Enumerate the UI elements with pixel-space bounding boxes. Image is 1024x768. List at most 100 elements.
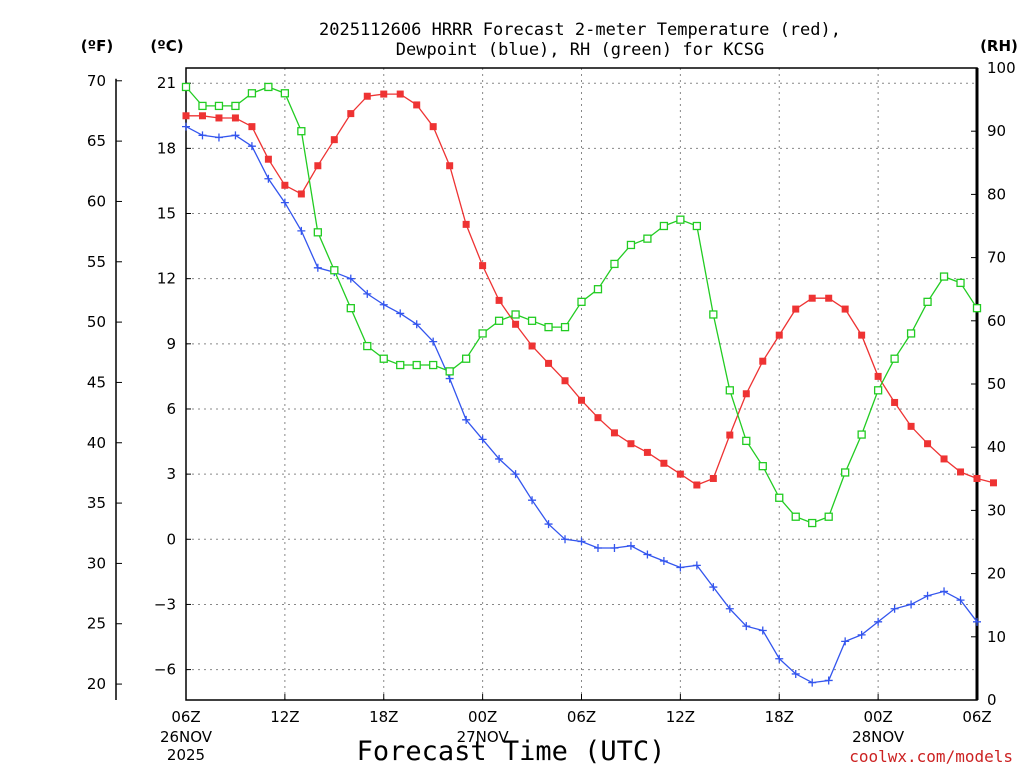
fahrenheit-tick-label: 30 bbox=[87, 554, 106, 572]
rh-tick-label: 70 bbox=[987, 249, 1006, 267]
data-point bbox=[561, 377, 569, 385]
data-point bbox=[396, 360, 405, 370]
data-point bbox=[643, 448, 651, 456]
data-point bbox=[231, 114, 239, 122]
data-point bbox=[758, 626, 767, 635]
celsius-tick-label: 6 bbox=[166, 400, 176, 418]
data-point bbox=[890, 354, 899, 363]
x-tick-label: 06Z bbox=[962, 708, 991, 726]
data-point bbox=[445, 367, 454, 376]
series-line bbox=[186, 93, 994, 486]
data-point bbox=[247, 142, 256, 151]
x-tick-label: 12Z bbox=[666, 708, 695, 726]
data-point bbox=[561, 535, 570, 544]
chart-title-line-1: 2025112606 HRRR Forecast 2-meter Tempera… bbox=[319, 20, 841, 40]
data-point bbox=[873, 386, 883, 395]
data-point bbox=[577, 537, 586, 546]
credit-text: coolwx.com/models bbox=[849, 747, 1013, 766]
data-point bbox=[940, 587, 949, 596]
celsius-unit-label: (ºC) bbox=[150, 37, 183, 55]
fahrenheit-tick-label: 25 bbox=[87, 615, 106, 633]
data-point bbox=[709, 474, 717, 482]
data-point bbox=[446, 162, 454, 170]
rh-tick-label: 60 bbox=[987, 312, 1006, 330]
data-point bbox=[858, 331, 866, 339]
rh-tick-label: 10 bbox=[987, 628, 1006, 646]
data-point bbox=[676, 215, 685, 224]
data-point bbox=[593, 285, 603, 294]
data-point bbox=[643, 550, 652, 559]
data-point bbox=[512, 320, 520, 328]
data-point bbox=[412, 320, 421, 329]
data-point bbox=[610, 543, 619, 552]
data-point bbox=[808, 518, 817, 528]
data-point bbox=[923, 591, 932, 600]
celsius-tick-label: −3 bbox=[154, 595, 176, 613]
data-point bbox=[808, 678, 817, 687]
grid-lines bbox=[186, 68, 977, 700]
data-point bbox=[495, 296, 503, 304]
data-point bbox=[924, 440, 932, 448]
data-point bbox=[939, 272, 949, 281]
data-point bbox=[544, 520, 553, 529]
data-point bbox=[462, 415, 471, 424]
data-point bbox=[198, 101, 207, 111]
data-point bbox=[775, 331, 783, 339]
axes: 2025303540455055606570−6−303691215182101… bbox=[87, 59, 1016, 764]
data-point bbox=[808, 294, 816, 302]
data-point bbox=[709, 310, 718, 319]
data-point bbox=[594, 414, 602, 422]
data-point bbox=[182, 122, 190, 131]
data-point bbox=[297, 226, 306, 235]
data-point bbox=[314, 162, 322, 170]
x-tick-label: 00Z bbox=[468, 708, 497, 726]
celsius-tick-label: −6 bbox=[154, 661, 176, 679]
data-point bbox=[874, 617, 883, 626]
data-point bbox=[297, 127, 306, 136]
fahrenheit-unit-label: (ºF) bbox=[81, 37, 113, 55]
data-point bbox=[347, 110, 355, 118]
data-point bbox=[494, 316, 504, 325]
data-point bbox=[643, 234, 652, 243]
fahrenheit-tick-label: 35 bbox=[87, 494, 106, 512]
x-tick-label: 18Z bbox=[369, 708, 398, 726]
data-point bbox=[791, 512, 800, 521]
data-point bbox=[973, 474, 981, 482]
x-tick-year: 2025 bbox=[167, 746, 205, 764]
data-point bbox=[264, 82, 273, 92]
data-point bbox=[709, 583, 718, 592]
data-point bbox=[429, 360, 438, 370]
data-point bbox=[479, 262, 487, 270]
celsius-tick-label: 21 bbox=[157, 74, 176, 92]
x-tick-label: 12Z bbox=[270, 708, 299, 726]
data-point bbox=[264, 174, 273, 183]
data-point bbox=[874, 372, 882, 380]
data-point bbox=[907, 600, 916, 609]
fahrenheit-tick-label: 55 bbox=[87, 253, 106, 271]
x-axis-label: Forecast Time (UTC) bbox=[357, 736, 666, 767]
series-dewpoint bbox=[182, 122, 981, 687]
fahrenheit-tick-label: 40 bbox=[87, 434, 106, 452]
rh-unit-label: (RH) bbox=[980, 37, 1018, 55]
rh-tick-label: 90 bbox=[987, 122, 1006, 140]
rh-tick-label: 50 bbox=[987, 375, 1006, 393]
data-point bbox=[577, 297, 586, 306]
fahrenheit-tick-label: 70 bbox=[87, 72, 106, 90]
data-point bbox=[972, 304, 982, 313]
data-point bbox=[825, 294, 833, 302]
data-point bbox=[330, 266, 339, 275]
celsius-tick-label: 15 bbox=[157, 205, 176, 223]
data-point bbox=[659, 221, 669, 231]
data-point bbox=[330, 136, 338, 144]
data-point bbox=[247, 89, 257, 98]
data-point bbox=[560, 322, 570, 332]
data-point bbox=[363, 341, 372, 351]
data-point bbox=[363, 92, 371, 100]
data-point bbox=[857, 430, 866, 439]
data-point bbox=[297, 190, 305, 198]
data-point bbox=[379, 354, 388, 363]
data-point bbox=[544, 322, 553, 332]
data-point bbox=[313, 228, 322, 237]
data-point bbox=[857, 630, 866, 639]
data-point bbox=[891, 398, 899, 406]
